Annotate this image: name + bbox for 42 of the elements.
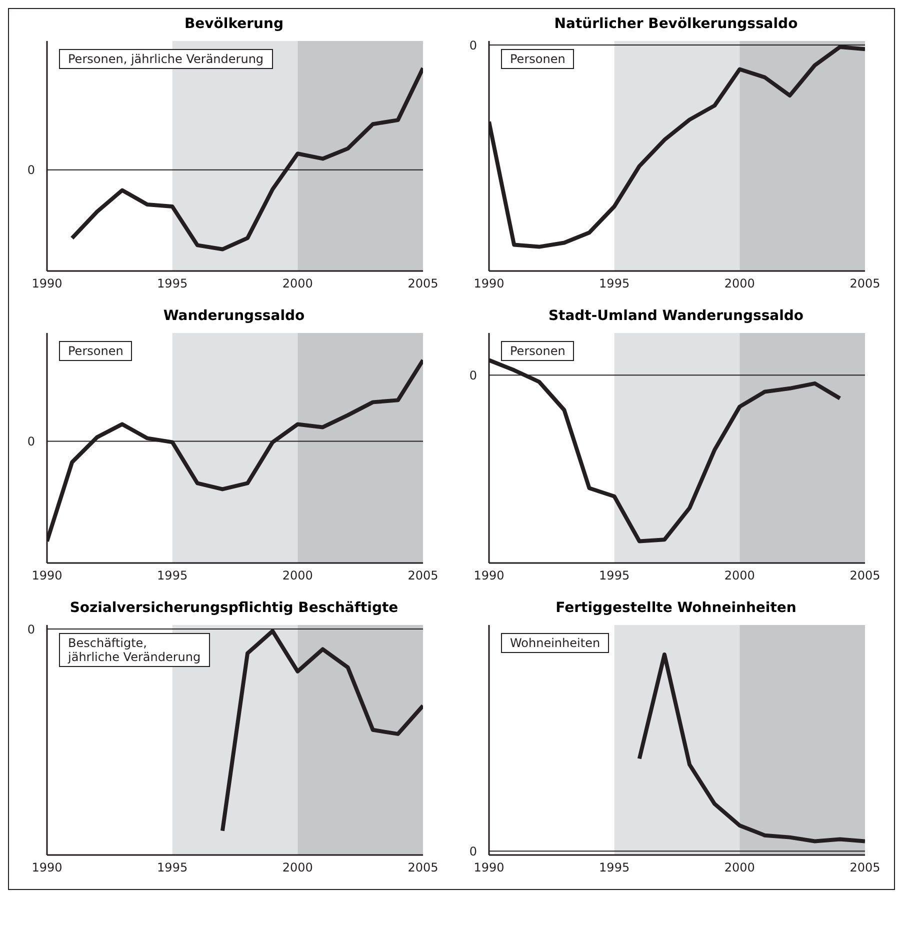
x-tick-label: 1995 [157,860,188,875]
x-tick-label: 2005 [850,568,880,583]
text: Wohneinheiten [501,633,610,653]
chart-title: Bevölkerung [184,15,284,34]
x-tick-label: 2000 [724,860,755,875]
chart-title: Fertiggestellte Wohneinheiten [554,599,798,618]
x-tick-label: 2000 [282,276,313,291]
x-tick-label: 2000 [282,860,313,875]
x-tick-label: 1990 [474,568,504,583]
x-tick-label: 2000 [724,568,755,583]
x-tick-label: 1990 [32,860,62,875]
ref-line-label: 0 [27,434,35,448]
text: Personen [501,341,574,361]
chart-title: Natürlicher Bevölkerungssaldo [553,15,799,34]
x-tick-label: 2000 [724,276,755,291]
ref-line-label: 0 [27,622,35,636]
chart-title: Wanderungssaldo [162,307,306,326]
x-tick-label: 1995 [157,276,188,291]
ref-line-label: 0 [27,163,35,178]
annotation: Beschäftigte, jährliche Veränderung [59,633,210,667]
ref-line-label: 0 [469,844,477,858]
x-tick-label: 1990 [474,860,504,875]
x-tick-label: 1990 [474,276,504,291]
x-tick-label: 2005 [850,276,880,291]
x-tick-label: 2005 [408,276,438,291]
x-tick-label: 2005 [408,568,438,583]
text: Personen, jährliche Veränderung [59,49,273,69]
x-tick-label: 2005 [850,860,880,875]
x-tick-label: 2000 [282,568,313,583]
text: Personen [59,341,132,361]
x-tick-label: 1995 [599,276,630,291]
ref-line-label: 0 [469,38,477,52]
x-tick-label: 1990 [32,568,62,583]
annotation: Personen [501,49,574,69]
x-tick-label: 1995 [599,568,630,583]
x-tick-label: 2005 [408,860,438,875]
x-tick-label: 1995 [599,860,630,875]
chart-title: Sozialversicherungspflichtig Beschäftigte [68,599,400,618]
x-tick-label: 1995 [157,568,188,583]
x-tick-label: 1990 [32,276,62,291]
chart-title: Stadt-Umland Wanderungssaldo [547,307,805,326]
ref-line-label: 0 [469,368,477,382]
